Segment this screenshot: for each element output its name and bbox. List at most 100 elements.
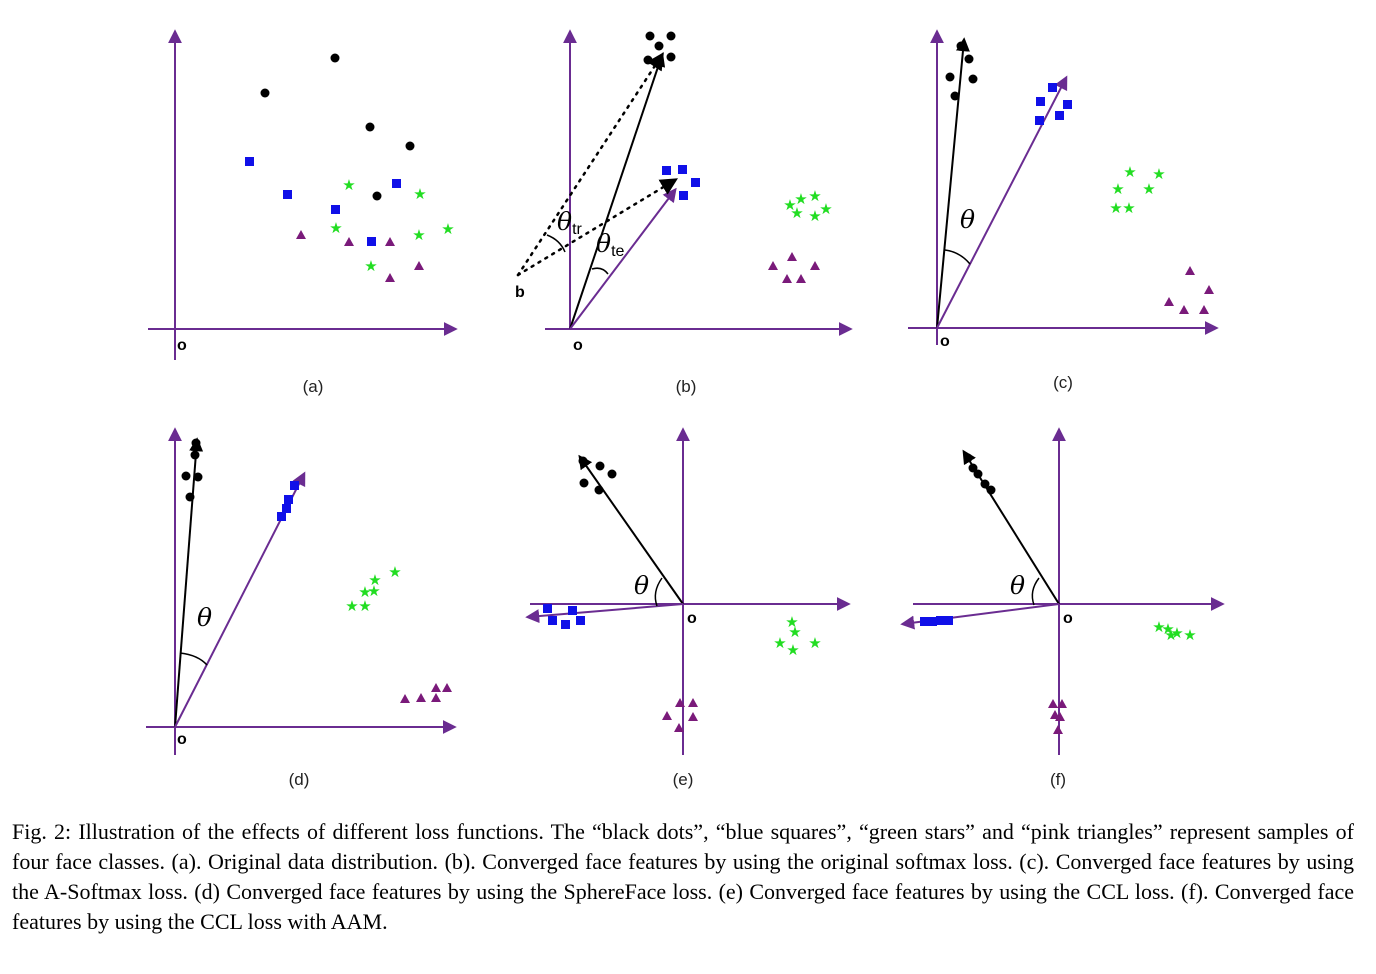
black-dot	[578, 456, 588, 466]
purple-triangle	[1057, 699, 1067, 708]
scatter-points: ★ ★ ★ ★ ★	[543, 456, 822, 732]
black-dot	[185, 492, 195, 502]
green-star: ★	[786, 641, 799, 659]
purple-triangle	[414, 261, 424, 270]
purple-triangle	[675, 698, 685, 707]
blue-square	[679, 191, 688, 200]
black-dot	[956, 41, 966, 51]
test-offset-vector	[516, 178, 678, 277]
scatter-points: ★ ★ ★ ★ ★	[920, 453, 1197, 734]
green-star: ★	[808, 207, 821, 225]
green-star: ★	[808, 634, 821, 652]
blue-square	[282, 504, 291, 513]
figure-canvas: o ★ ★ ★ ★ ★ ★ (a)	[146, 29, 1225, 789]
purple-triangle	[1204, 285, 1214, 294]
blue-square	[1063, 100, 1072, 109]
blue-square	[548, 616, 557, 625]
black-class-vector	[578, 454, 684, 605]
blue-square	[284, 495, 293, 504]
theta-arc	[1031, 577, 1040, 606]
blue-square	[1048, 83, 1057, 92]
purple-triangle	[1053, 725, 1063, 734]
panel-label: (a)	[303, 377, 324, 396]
green-star: ★	[388, 563, 401, 581]
green-star: ★	[783, 196, 796, 214]
purple-triangle	[782, 274, 792, 283]
blue-square	[290, 481, 299, 490]
blue-square	[561, 620, 570, 629]
green-star: ★	[785, 613, 798, 631]
purple-triangle	[810, 261, 820, 270]
panel-label: (e)	[673, 770, 694, 789]
black-dot	[260, 88, 270, 98]
green-star: ★	[819, 200, 832, 218]
theta-label: θ	[960, 205, 975, 234]
blue-class-vector	[525, 603, 684, 624]
black-dot	[950, 91, 960, 101]
black-dot	[190, 450, 200, 460]
black-dot	[330, 53, 340, 63]
blue-square	[936, 616, 945, 625]
black-dot	[405, 141, 415, 151]
offset-point-label: b	[515, 284, 525, 301]
blue-square	[944, 616, 953, 625]
blue-square	[678, 165, 687, 174]
blue-square	[662, 166, 671, 175]
blue-class-vector	[936, 75, 1068, 329]
green-star: ★	[329, 219, 342, 237]
theta-label: θ	[197, 603, 212, 632]
black-dot	[594, 485, 604, 495]
blue-square	[283, 190, 292, 199]
black-dot	[181, 471, 191, 481]
black-dot	[980, 479, 990, 489]
theta-arc	[944, 249, 971, 265]
green-star: ★	[441, 220, 454, 238]
blue-square	[392, 179, 401, 188]
green-star: ★	[1164, 626, 1177, 644]
blue-square	[331, 205, 340, 214]
black-dot	[191, 438, 201, 448]
purple-triangle	[796, 274, 806, 283]
blue-square	[1035, 116, 1044, 125]
black-dot	[968, 74, 978, 84]
purple-triangle	[674, 723, 684, 732]
purple-triangle	[688, 712, 698, 721]
panel-label: (b)	[676, 377, 697, 396]
theta-test-label: θte	[596, 229, 625, 260]
purple-triangle	[385, 237, 395, 246]
green-star: ★	[1109, 199, 1122, 217]
black-dot	[945, 72, 955, 82]
purple-triangle	[1055, 712, 1065, 721]
origin-label: o	[177, 337, 187, 354]
black-dot	[607, 469, 617, 479]
purple-triangle	[787, 252, 797, 261]
scatter-points: ★ ★ ★ ★ ★ ★	[643, 31, 833, 283]
black-dot	[579, 478, 589, 488]
green-star: ★	[412, 226, 425, 244]
scatter-points: ★ ★ ★ ★ ★ ★	[945, 41, 1214, 314]
theta-train-label: θtr	[557, 207, 583, 238]
green-star: ★	[368, 571, 381, 589]
blue-class-vector	[569, 187, 677, 330]
green-star: ★	[413, 185, 426, 203]
blue-square	[920, 617, 929, 626]
purple-triangle	[662, 711, 672, 720]
theta-train-arc	[546, 234, 566, 253]
black-dot	[372, 191, 382, 201]
panel-a: o ★ ★ ★ ★ ★ ★ (a)	[148, 29, 458, 396]
black-dot	[193, 472, 203, 482]
green-star: ★	[1142, 180, 1155, 198]
purple-triangle	[1185, 266, 1195, 275]
green-star: ★	[790, 204, 803, 222]
blue-square	[245, 157, 254, 166]
green-star: ★	[808, 187, 821, 205]
origin-label: o	[177, 731, 187, 748]
green-star: ★	[345, 597, 358, 615]
figure-caption: Fig. 2: Illustration of the effects of d…	[12, 819, 1354, 934]
black-dot	[365, 122, 375, 132]
black-class-vector	[174, 437, 204, 728]
blue-square	[691, 178, 700, 187]
purple-triangle	[400, 694, 410, 703]
green-star: ★	[1161, 620, 1174, 638]
green-star: ★	[358, 597, 371, 615]
